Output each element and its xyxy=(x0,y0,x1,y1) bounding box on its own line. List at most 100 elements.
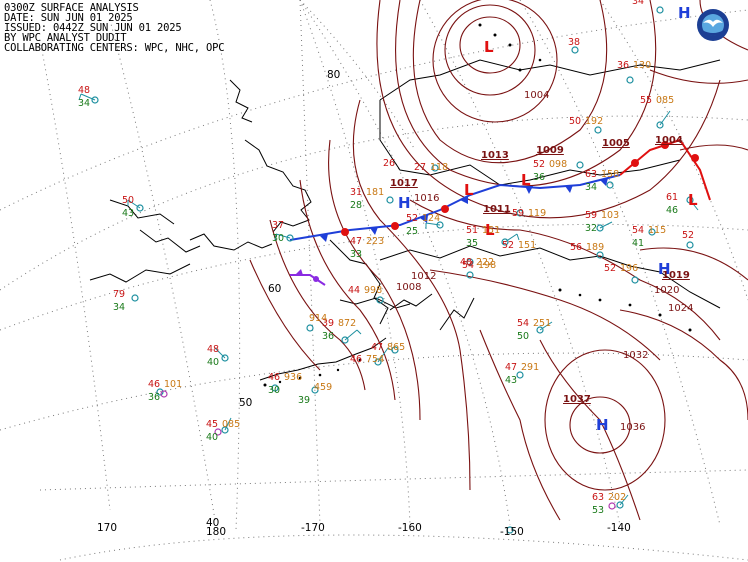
station-plot: 38 xyxy=(568,37,580,48)
station-pressure: 103 xyxy=(601,210,619,221)
station-pressure: 914 xyxy=(309,313,327,324)
station-pressure: 118 xyxy=(430,162,448,173)
station-temperature: 46 xyxy=(148,379,160,390)
station-dewpoint: 36 xyxy=(148,392,160,403)
header-line-issued: ISSUED: 0442Z SUN JUN 01 2025 xyxy=(4,22,182,34)
station-pressure: 998 xyxy=(364,285,382,296)
low-center-5-letter: L xyxy=(484,38,494,56)
station-temperature: 54 xyxy=(462,260,474,271)
station-temperature: 46 xyxy=(350,354,362,365)
wind-barbs xyxy=(78,93,699,506)
station-pressure: 124 xyxy=(422,213,440,224)
station-pressure: 098 xyxy=(549,159,567,170)
station-plot: 56 189 xyxy=(570,242,604,253)
cold-front xyxy=(289,174,621,242)
station-temperature: 26 xyxy=(383,158,395,169)
station-plot: 46 754 xyxy=(350,354,384,365)
lat-60-label: 60 xyxy=(268,283,281,295)
station-pressure: 181 xyxy=(366,187,384,198)
isobar-label-1020: 1020 xyxy=(654,285,679,296)
station-temperature: 46 xyxy=(268,372,280,383)
station-plot: 54 50 251 xyxy=(517,318,551,342)
islands xyxy=(263,23,692,387)
station-temperature: 79 xyxy=(113,289,125,300)
header-line-date: DATE: SUN JUN 01 2025 xyxy=(4,12,133,24)
lon-minus160-label: -160 xyxy=(398,522,422,534)
station-plot: 54 198 xyxy=(462,260,496,271)
station-temperature: 48 xyxy=(207,344,219,355)
station-temperature: 52 xyxy=(406,213,418,224)
station-plot: 55 085 xyxy=(640,95,674,106)
station-plot: 47 865 xyxy=(371,342,405,353)
station-plot: 46 30 936 xyxy=(268,372,302,396)
station-pressure: 158 xyxy=(601,169,619,180)
station-dewpoint: 34 xyxy=(78,98,90,109)
station-plot: 54 41 115 xyxy=(632,225,666,249)
station-pressure: 101 xyxy=(164,379,182,390)
low-center-2-letter: L xyxy=(485,221,495,239)
station-plot: 59 119 xyxy=(512,208,546,219)
low-center-4-letter: L xyxy=(688,191,698,209)
lon-170-label: 170 xyxy=(97,522,117,534)
station-pressure: 251 xyxy=(533,318,551,329)
station-plot: 52 25 124 xyxy=(406,213,440,237)
station-plot: 27 118 xyxy=(414,162,448,173)
lon-minus150-label: -150 xyxy=(500,526,524,538)
low-center-1-letter: L xyxy=(464,181,474,199)
station-pressure: 754 xyxy=(366,354,384,365)
station-plot: 59 32 103 xyxy=(585,210,619,234)
warm-front xyxy=(341,138,711,236)
high-center-1-letter: H xyxy=(398,194,411,212)
svg-text:H: H xyxy=(678,4,691,22)
station-temperature: 52 xyxy=(604,263,616,274)
station-dewpoint: 30 xyxy=(272,233,284,244)
isobar-label-1032: 1032 xyxy=(623,350,648,361)
station-temperature: 44 xyxy=(348,285,360,296)
grid-labels: 80 60 50 40 170 180 -170 -160 -150 -140 xyxy=(97,69,631,538)
isobar-label-1016: 1016 xyxy=(414,193,439,204)
station-dewpoint: 41 xyxy=(632,238,644,249)
station-pressure: 872 xyxy=(338,318,356,329)
station-temperature: 54 xyxy=(517,318,529,329)
station-temperature: 55 xyxy=(640,95,652,106)
low-center-1-value: 1009 xyxy=(536,145,564,156)
station-dewpoint: 35 xyxy=(466,238,478,249)
isobar-label-1036: 1036 xyxy=(620,422,645,433)
station-plot: 45 40 085 xyxy=(206,419,240,443)
station-plot: 63 53 202 xyxy=(592,492,626,516)
station-plot: 51 35 151 xyxy=(466,225,500,249)
station-pressure: 151 xyxy=(518,240,536,251)
station-pressure: 115 xyxy=(648,225,666,236)
station-temperature: 50 xyxy=(569,116,581,127)
station-dewpoint: 36 xyxy=(322,331,334,342)
isobar-labels: 1016 1012 1008 1004 1024 1020 1032 1036 xyxy=(396,90,693,433)
lat-80-label: 80 xyxy=(327,69,340,81)
isobar-label-1008: 1008 xyxy=(396,282,421,293)
station-dewpoint: 33 xyxy=(350,249,362,260)
isobar-label-1012: 1012 xyxy=(411,271,436,282)
station-dewpoint: 34 xyxy=(113,302,125,313)
station-pressure: 865 xyxy=(387,342,405,353)
station-temperature: 61 xyxy=(666,192,678,203)
station-plot: 52 36 098 xyxy=(533,159,567,183)
station-plot: 47 43 291 xyxy=(505,362,539,386)
lat-50-label: 50 xyxy=(239,397,252,409)
header-line-centers: COLLABORATING CENTERS: WPC, NHC, OPC xyxy=(4,42,225,54)
station-temperature: 27 xyxy=(414,162,426,173)
station-temperature: 47 xyxy=(371,342,383,353)
high-center-2-letter: H xyxy=(596,416,609,434)
station-dewpoint: 53 xyxy=(592,505,604,516)
lon-180-label: 180 xyxy=(206,526,226,538)
station-temperature: 54 xyxy=(632,225,644,236)
station-temperature: 48 xyxy=(460,257,472,268)
station-pressure: 196 xyxy=(620,263,638,274)
lon-minus170-label: -170 xyxy=(301,522,325,534)
station-temperature: 52 xyxy=(533,159,545,170)
station-pressure: 130 xyxy=(633,60,651,71)
station-temperature: 38 xyxy=(568,37,580,48)
